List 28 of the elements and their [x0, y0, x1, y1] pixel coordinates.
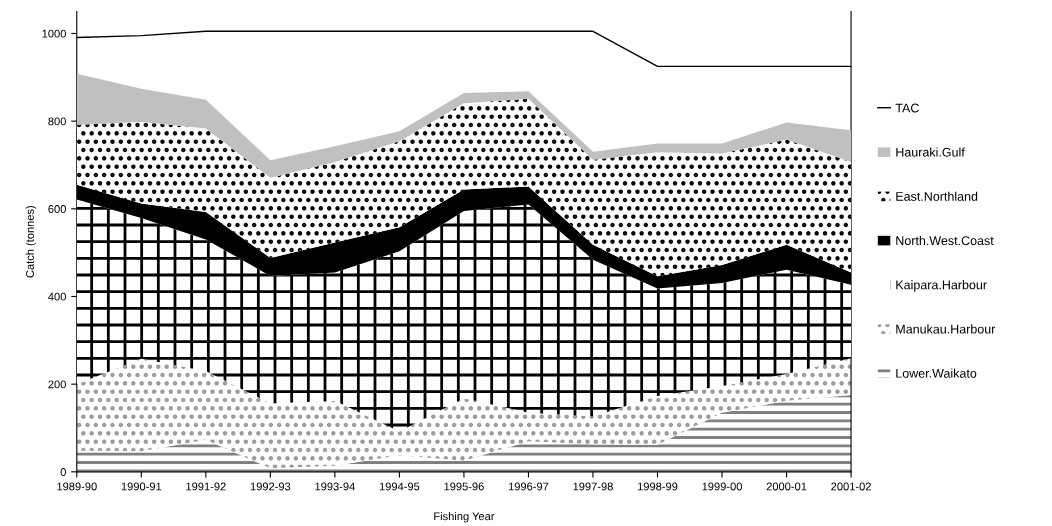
y-tick-label: 400: [48, 292, 66, 301]
y-tick-label: 1000: [42, 29, 66, 38]
x-tick-label: 1998-99: [637, 482, 678, 491]
legend-label: North.West.Coast: [896, 235, 994, 246]
legend-label: Hauraki.Gulf: [896, 147, 965, 157]
legend-label: Kaipara.Harbour: [896, 280, 987, 292]
legend-label: TAC: [895, 103, 919, 113]
x-tick-label: 2001-02: [831, 482, 871, 491]
x-axis-title: Fishing Year: [434, 512, 495, 523]
x-tick-label: 1992-93: [250, 482, 291, 491]
x-tick-label: 1995-96: [444, 482, 484, 491]
x-tick-label: 1996-97: [508, 482, 549, 491]
x-tick-label: 1994-95: [379, 482, 420, 491]
y-tick-label: 0: [60, 468, 66, 476]
y-tick-label: 800: [48, 117, 66, 126]
x-tick-label: 1999-00: [702, 482, 742, 491]
legend-label: East.Northland: [896, 191, 978, 201]
x-tick-label: 1993-94: [315, 482, 355, 491]
x-tick-label: 1989-90: [57, 482, 97, 491]
legend-label: Lower.Waikato: [896, 368, 977, 378]
x-tick-label: 1997-98: [573, 482, 613, 491]
y-tick-label: 200: [48, 380, 66, 389]
x-tick-label: 2000-01: [766, 482, 807, 491]
legend-label: Manukau.Harbour: [896, 324, 996, 334]
y-tick-label: 600: [48, 205, 66, 213]
x-tick-label: 1990-91: [121, 482, 162, 491]
x-tick-label: 1991-92: [186, 482, 226, 491]
y-axis-title: Catch (tonnes): [25, 205, 37, 278]
